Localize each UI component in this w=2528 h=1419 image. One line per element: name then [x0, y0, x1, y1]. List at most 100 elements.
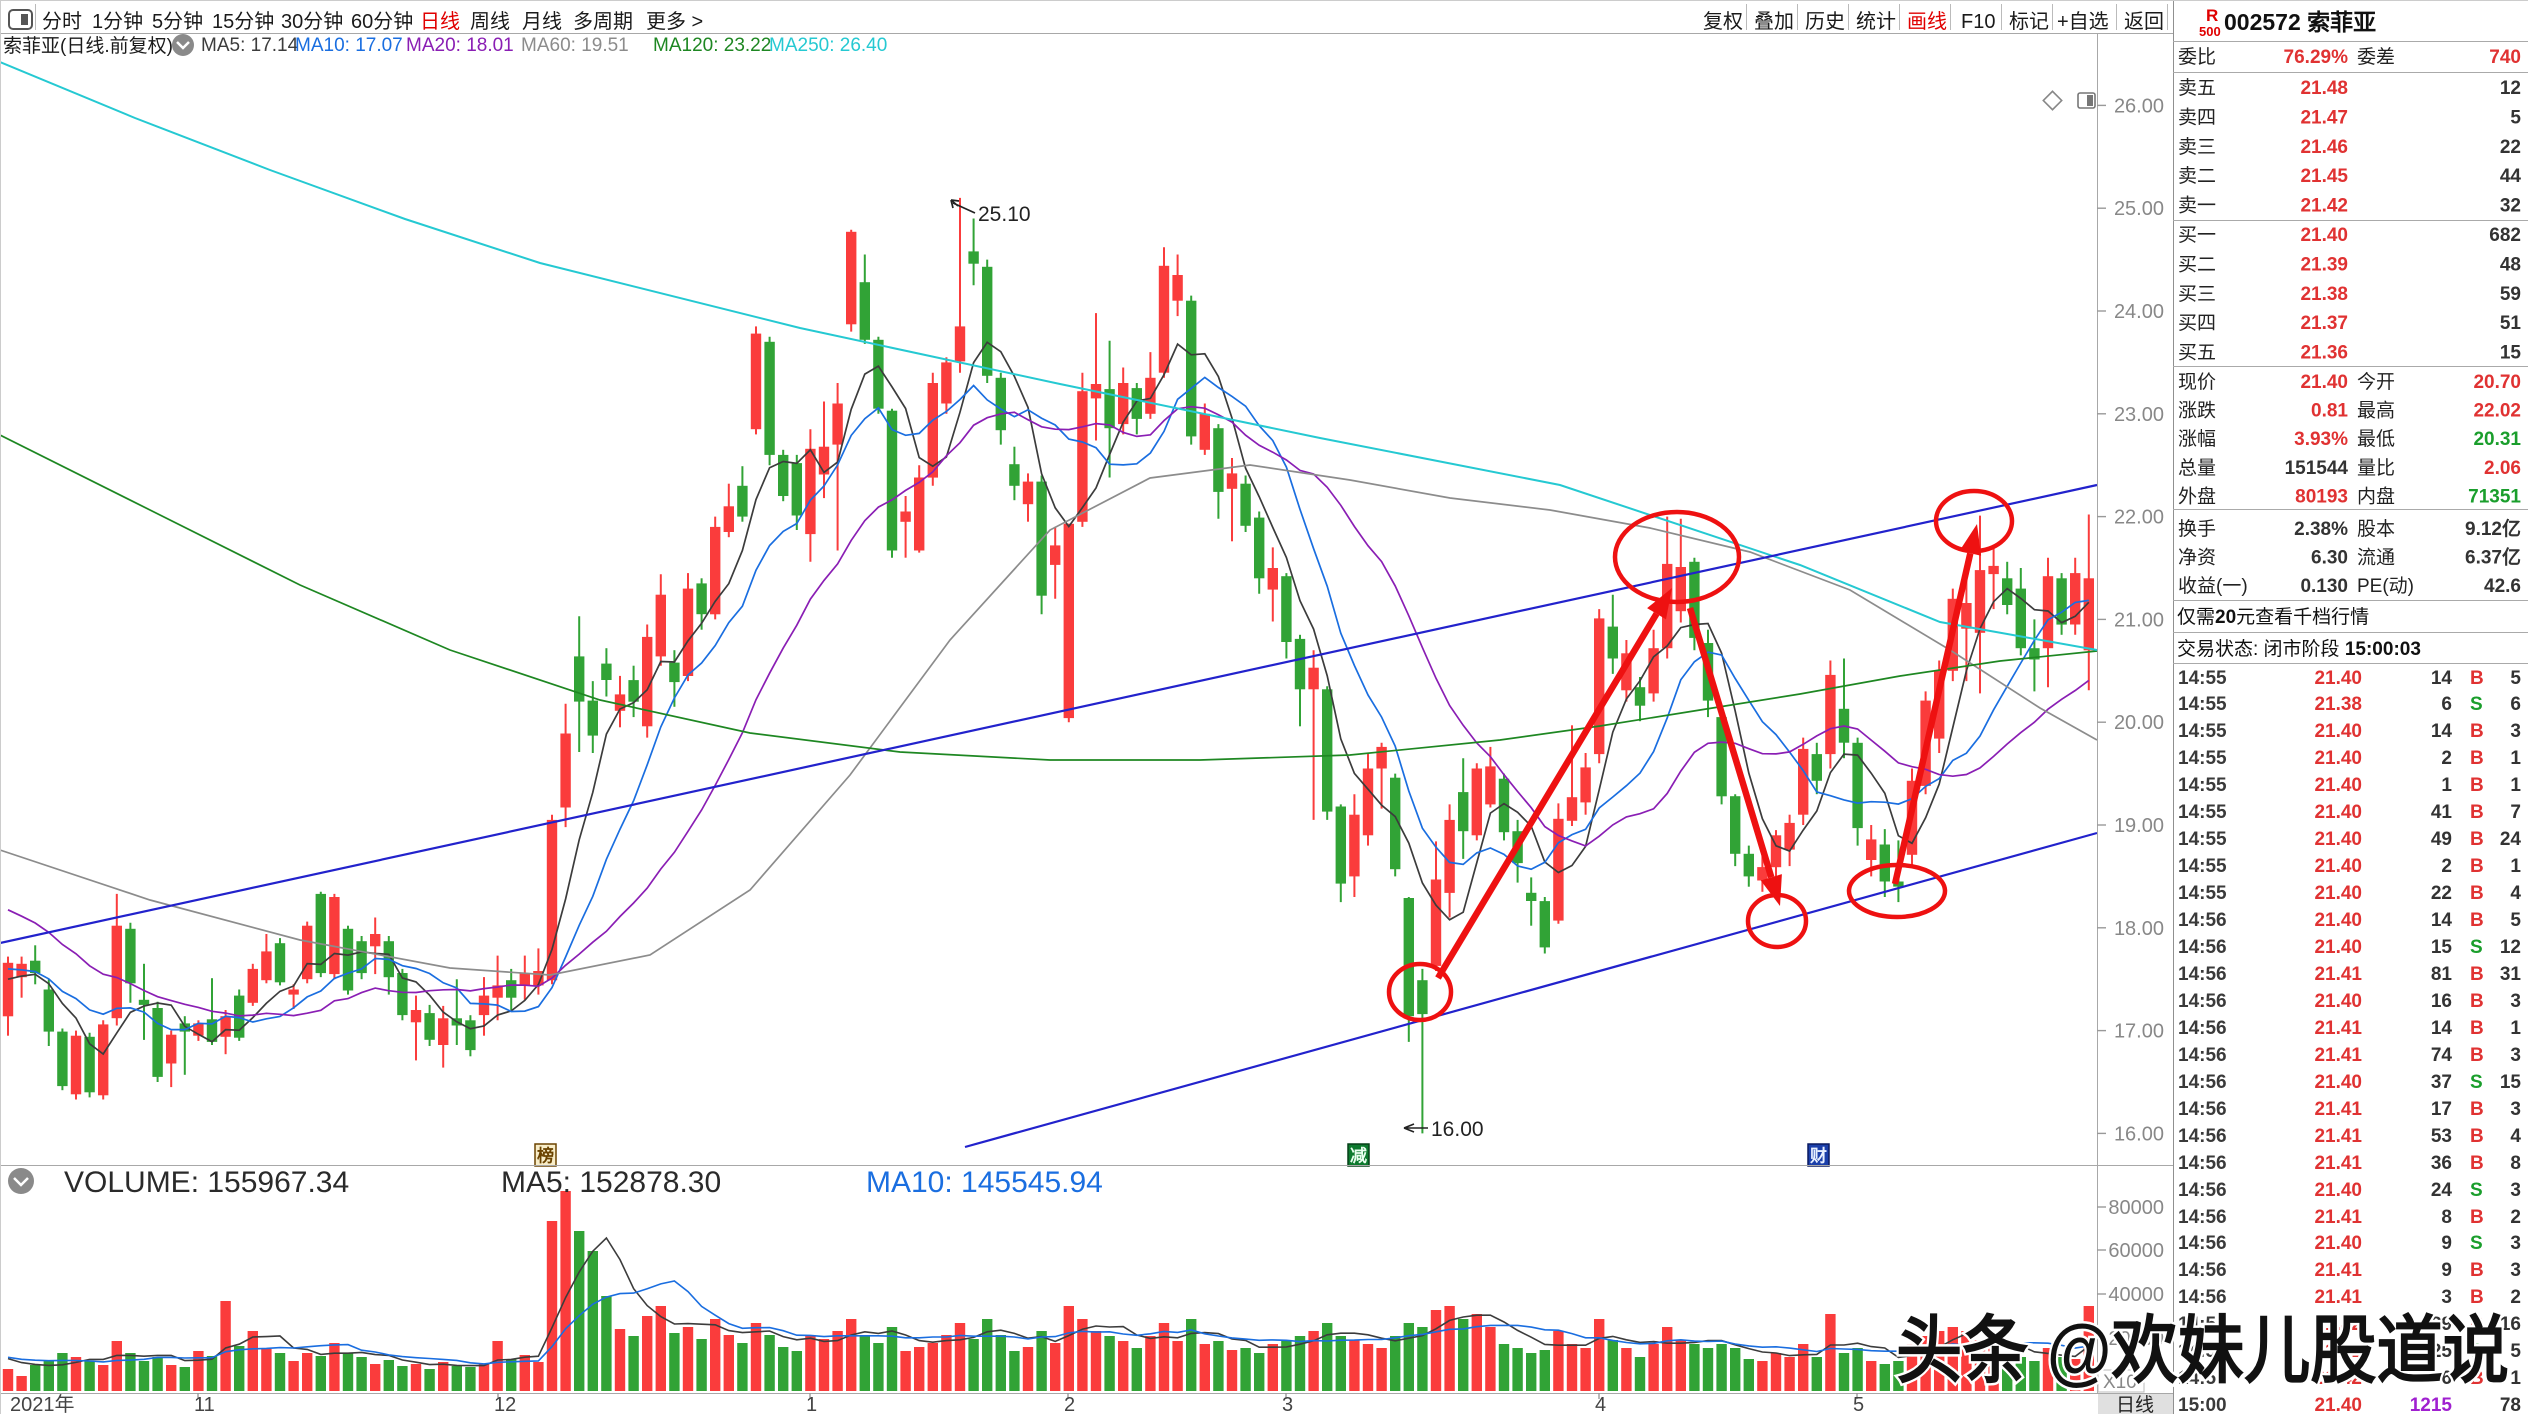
svg-text:22: 22 [2431, 883, 2452, 904]
svg-text:37: 37 [2431, 1072, 2452, 1093]
svg-text:21.40: 21.40 [2314, 910, 2362, 931]
svg-text:44: 44 [2500, 166, 2522, 187]
svg-text:21.41: 21.41 [2314, 1126, 2362, 1147]
svg-text:4: 4 [1595, 1394, 1606, 1414]
svg-text:002572 索菲亚: 002572 索菲亚 [2224, 9, 2376, 35]
svg-text:11: 11 [194, 1394, 215, 1414]
svg-text:71351: 71351 [2468, 486, 2521, 507]
svg-text:21.37: 21.37 [2300, 313, 2348, 334]
svg-text:21.40: 21.40 [2314, 1180, 2362, 1201]
svg-text:21.40: 21.40 [2314, 668, 2362, 689]
svg-text:21.46: 21.46 [2300, 137, 2348, 158]
svg-text:21.36: 21.36 [2300, 343, 2348, 364]
svg-text:3: 3 [2510, 1233, 2521, 1254]
svg-text:财: 财 [1809, 1146, 1827, 1166]
svg-text:23.00: 23.00 [2114, 404, 2164, 426]
svg-text:16: 16 [2500, 1314, 2521, 1335]
svg-text:1: 1 [2510, 748, 2521, 769]
svg-text:14:56: 14:56 [2178, 991, 2227, 1012]
svg-text:49: 49 [2431, 829, 2452, 850]
svg-text:15: 15 [2500, 343, 2522, 364]
svg-text:6.30: 6.30 [2311, 548, 2348, 569]
svg-text:B: B [2470, 883, 2484, 904]
svg-text:6.37亿: 6.37亿 [2465, 546, 2521, 569]
svg-text:36: 36 [2431, 1153, 2452, 1174]
svg-text:内盘: 内盘 [2357, 485, 2395, 507]
svg-text:80000: 80000 [2108, 1197, 2164, 1219]
svg-text:48: 48 [2500, 254, 2521, 275]
svg-text:买四: 买四 [2178, 313, 2216, 334]
svg-text:25: 25 [2431, 1341, 2453, 1362]
svg-text:B: B [2470, 991, 2484, 1012]
svg-text:2: 2 [2441, 856, 2452, 877]
svg-text:21.40: 21.40 [2314, 937, 2362, 958]
svg-text:B: B [2470, 1099, 2484, 1120]
svg-text:B: B [2470, 1207, 2484, 1228]
svg-text:21.40: 21.40 [2314, 883, 2362, 904]
svg-text:S: S [2470, 1341, 2483, 1362]
svg-text:最低: 最低 [2357, 428, 2395, 450]
svg-text:20000: 20000 [2108, 1328, 2164, 1350]
svg-text:20.00: 20.00 [2114, 712, 2164, 734]
svg-text:21.38: 21.38 [2300, 284, 2348, 305]
svg-text:2: 2 [2510, 1287, 2521, 1308]
svg-text:最高: 最高 [2357, 400, 2395, 422]
svg-text:3: 3 [2510, 1260, 2521, 1281]
svg-text:16.00: 16.00 [2114, 1123, 2164, 1145]
svg-text:3: 3 [2510, 721, 2521, 742]
svg-text:14:56: 14:56 [2178, 1045, 2227, 1066]
svg-text:21.40: 21.40 [2300, 225, 2348, 246]
svg-text:B: B [2470, 668, 2484, 689]
svg-text:22.02: 22.02 [2473, 401, 2521, 422]
svg-text:3: 3 [2510, 1045, 2521, 1066]
svg-text:41: 41 [2431, 802, 2453, 823]
svg-text:现价: 现价 [2178, 372, 2216, 393]
svg-text:74: 74 [2431, 1045, 2453, 1066]
svg-text:14:56: 14:56 [2178, 1341, 2227, 1362]
svg-text:15分钟: 15分钟 [212, 10, 274, 33]
svg-text:1: 1 [2510, 856, 2521, 877]
svg-text:14: 14 [2431, 910, 2453, 931]
svg-text:日线: 日线 [2116, 1394, 2154, 1414]
svg-text:MA5: 17.14: MA5: 17.14 [201, 35, 299, 56]
svg-text:量比: 量比 [2357, 457, 2395, 479]
svg-text:卖四: 卖四 [2178, 106, 2216, 128]
svg-text:4: 4 [2510, 1126, 2521, 1147]
svg-text:B: B [2470, 721, 2484, 742]
svg-text:6: 6 [2441, 1368, 2452, 1389]
svg-text:21.41: 21.41 [2314, 1287, 2362, 1308]
svg-text:历史: 历史 [1805, 10, 1845, 33]
svg-text:21.40: 21.40 [2314, 1395, 2362, 1414]
svg-text:买三: 买三 [2178, 284, 2216, 305]
svg-text:21.41: 21.41 [2314, 964, 2362, 985]
svg-text:14:55: 14:55 [2178, 802, 2227, 823]
svg-text:1: 1 [806, 1394, 817, 1414]
svg-text:B: B [2470, 1368, 2484, 1389]
svg-text:0.130: 0.130 [2300, 576, 2348, 597]
svg-text:53: 53 [2431, 1126, 2452, 1147]
svg-text:14:56: 14:56 [2178, 1233, 2227, 1254]
svg-text:5: 5 [2510, 910, 2521, 931]
svg-text:14: 14 [2431, 1018, 2453, 1039]
svg-text:+自选: +自选 [2057, 10, 2109, 33]
svg-text:5: 5 [2510, 1341, 2521, 1362]
svg-text:S: S [2470, 694, 2483, 715]
svg-text:MA5: 152878.30: MA5: 152878.30 [501, 1166, 721, 1199]
svg-text:59: 59 [2500, 284, 2521, 305]
svg-text:3: 3 [2510, 991, 2521, 1012]
svg-text:78: 78 [2500, 1395, 2521, 1414]
svg-text:3: 3 [2441, 1287, 2452, 1308]
svg-text:5: 5 [2510, 107, 2521, 128]
svg-text:16.00: 16.00 [1431, 1118, 1484, 1141]
svg-text:3.93%: 3.93% [2294, 429, 2348, 450]
svg-text:日线: 日线 [420, 10, 460, 33]
svg-text:21.40: 21.40 [2314, 748, 2362, 769]
svg-text:B: B [2470, 964, 2484, 985]
svg-text:流通: 流通 [2357, 547, 2395, 569]
svg-text:40000: 40000 [2108, 1284, 2164, 1306]
svg-text:15: 15 [2500, 1072, 2522, 1093]
svg-text:14:56: 14:56 [2178, 1072, 2227, 1093]
svg-text:买五: 买五 [2178, 343, 2216, 364]
svg-text:14:55: 14:55 [2178, 748, 2227, 769]
svg-text:80193: 80193 [2295, 486, 2348, 507]
